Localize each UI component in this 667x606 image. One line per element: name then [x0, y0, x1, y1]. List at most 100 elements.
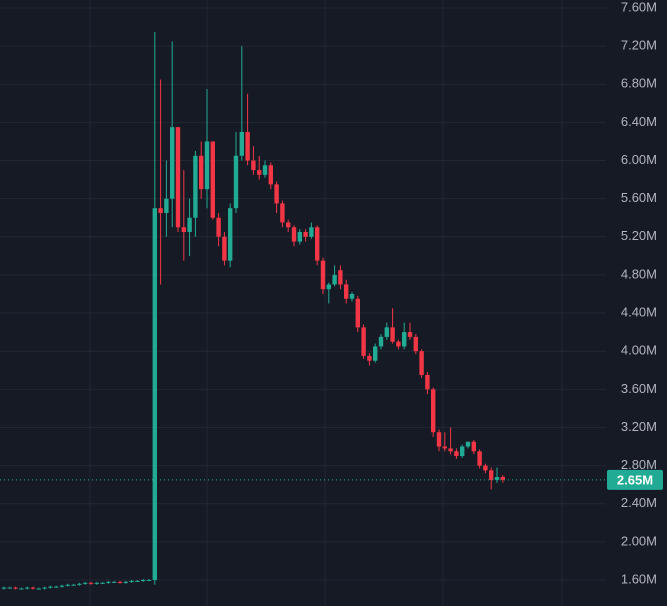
candle-body	[30, 587, 36, 589]
candle-body	[123, 581, 128, 583]
candle-body	[83, 582, 88, 584]
candle-body	[129, 580, 134, 582]
y-tick-label: 3.60M	[621, 381, 657, 396]
candle-body	[465, 441, 471, 447]
candle-body	[378, 336, 384, 347]
candle-body	[222, 236, 227, 261]
candle-body	[100, 582, 105, 584]
candle-body	[320, 260, 326, 290]
candle-body	[181, 227, 186, 233]
candle-body	[257, 170, 262, 175]
y-tick-label: 2.80M	[621, 457, 657, 472]
candle-body	[390, 327, 395, 342]
y-tick-label: 5.60M	[621, 190, 657, 205]
candle-body	[59, 585, 65, 587]
candle-body	[483, 465, 488, 471]
y-tick-label: 7.20M	[621, 38, 657, 53]
candle-body	[349, 293, 355, 299]
candle-body	[204, 141, 210, 190]
candle-body	[262, 165, 268, 175]
candle-body	[112, 581, 117, 583]
last-price-box	[607, 469, 663, 490]
candle-body	[245, 131, 250, 161]
candle-body	[344, 284, 349, 299]
candle-body	[407, 332, 413, 337]
candle-body	[170, 127, 175, 199]
candle-body	[268, 165, 273, 185]
candle-body	[106, 581, 111, 583]
candle-body	[141, 579, 146, 581]
candle-body	[402, 332, 407, 347]
candle-body	[460, 446, 465, 457]
candle-body	[286, 222, 291, 228]
candle-body	[216, 217, 221, 237]
candle-body	[274, 184, 279, 204]
candle-body	[193, 155, 198, 218]
candle-body	[36, 588, 41, 590]
y-tick-label: 3.20M	[621, 419, 657, 434]
candle-body	[280, 203, 285, 223]
candle-body	[291, 227, 297, 242]
candle-body	[431, 389, 436, 433]
y-tick-label: 1.60M	[621, 571, 657, 586]
candle-body	[233, 155, 239, 209]
candle-body	[152, 208, 157, 580]
candle-body	[442, 446, 447, 449]
candle-body	[25, 587, 30, 589]
candle-body	[500, 477, 505, 480]
candle-body	[94, 582, 99, 584]
y-tick-label: 6.00M	[621, 152, 657, 167]
candle-body	[355, 298, 360, 328]
candle-body	[71, 584, 76, 586]
candle-body	[494, 477, 500, 480]
candle-body	[413, 336, 418, 352]
candle-body	[7, 587, 12, 589]
candle-body	[146, 579, 152, 581]
candle-body	[303, 232, 308, 237]
candle-body	[297, 232, 302, 242]
candle-body	[373, 346, 378, 361]
candle-body	[65, 584, 70, 586]
candle-body	[199, 155, 204, 190]
candle-body	[54, 586, 59, 588]
candle-body	[338, 270, 343, 285]
candle-body	[396, 341, 401, 347]
y-tick-label: 6.40M	[621, 114, 657, 129]
candle-body	[436, 432, 442, 447]
candle-body	[42, 587, 47, 589]
candle-body	[77, 583, 82, 585]
candle-body	[239, 131, 244, 156]
candle-body	[489, 470, 494, 480]
candle-body	[326, 284, 331, 290]
candle-body	[88, 582, 94, 584]
y-tick-label: 6.80M	[621, 76, 657, 91]
candle-body	[309, 227, 314, 237]
candle-body	[361, 327, 366, 356]
candle-body	[384, 327, 389, 337]
y-tick-label: 2.40M	[621, 495, 657, 510]
candle-body	[13, 587, 18, 589]
candle-body	[210, 141, 215, 218]
candle-body	[419, 351, 424, 376]
candle-body	[315, 227, 320, 261]
candle-body	[332, 274, 337, 285]
candle-body	[367, 355, 372, 361]
candle-body	[187, 217, 192, 233]
candle-body	[471, 441, 476, 452]
candle-body	[164, 198, 169, 213]
y-tick-label: 4.80M	[621, 266, 657, 281]
y-tick-label: 4.00M	[621, 343, 657, 358]
last-price-label: 2.65M	[617, 472, 653, 487]
candle-body	[48, 586, 53, 588]
candle-body	[1, 587, 7, 589]
candle-body	[135, 580, 140, 582]
candle-body	[251, 160, 256, 171]
candle-body	[477, 451, 482, 466]
candle-body	[448, 448, 453, 452]
candle-body	[19, 588, 24, 590]
candle-body	[175, 127, 181, 228]
candle-body	[454, 451, 459, 457]
candle-body	[425, 375, 430, 390]
